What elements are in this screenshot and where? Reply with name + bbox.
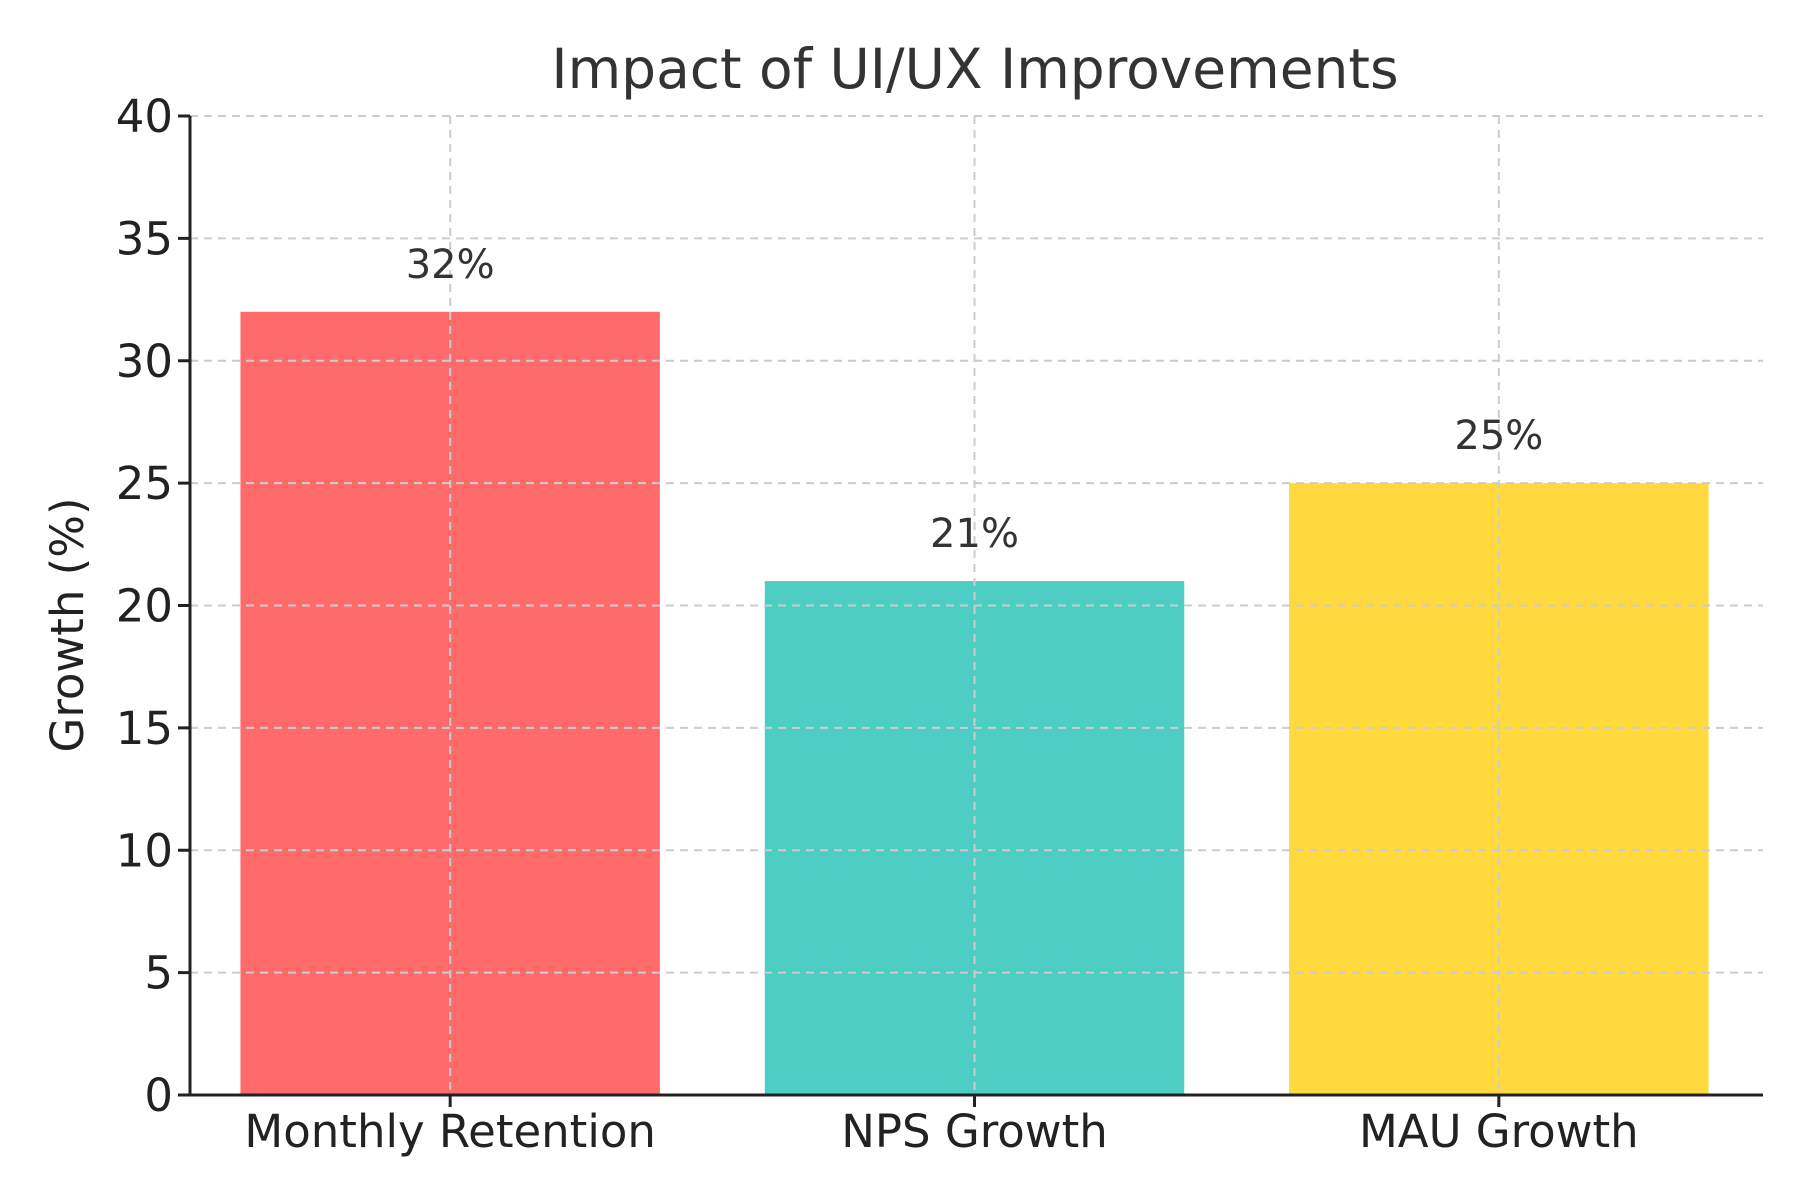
grid-lines bbox=[190, 115, 1763, 1095]
chart-title: Impact of UI/UX Improvements bbox=[551, 37, 1398, 101]
y-tick-label: 20 bbox=[116, 580, 173, 633]
y-tick-label: 15 bbox=[116, 702, 173, 755]
x-tick-label: NPS Growth bbox=[841, 1105, 1108, 1158]
y-tick-label: 5 bbox=[144, 947, 173, 1000]
y-tick-label: 25 bbox=[116, 457, 173, 510]
data-label: 32% bbox=[406, 242, 495, 288]
y-tick-label: 30 bbox=[116, 335, 173, 388]
y-tick-label: 10 bbox=[116, 824, 173, 877]
y-tick-label: 35 bbox=[116, 212, 173, 265]
data-label: 21% bbox=[930, 511, 1019, 557]
y-axis-label: Growth (%) bbox=[41, 497, 94, 752]
x-tick-label: MAU Growth bbox=[1359, 1105, 1639, 1158]
data-labels: 32% 21% 25% bbox=[406, 242, 1544, 557]
x-ticks: Monthly Retention NPS Growth MAU Growth bbox=[244, 1095, 1639, 1158]
y-tick-label: 40 bbox=[116, 90, 173, 143]
x-tick-label: Monthly Retention bbox=[244, 1105, 655, 1158]
y-tick-label: 0 bbox=[144, 1069, 173, 1122]
y-ticks: 0 5 10 15 20 25 30 35 40 bbox=[116, 90, 190, 1122]
data-label: 25% bbox=[1454, 413, 1543, 459]
